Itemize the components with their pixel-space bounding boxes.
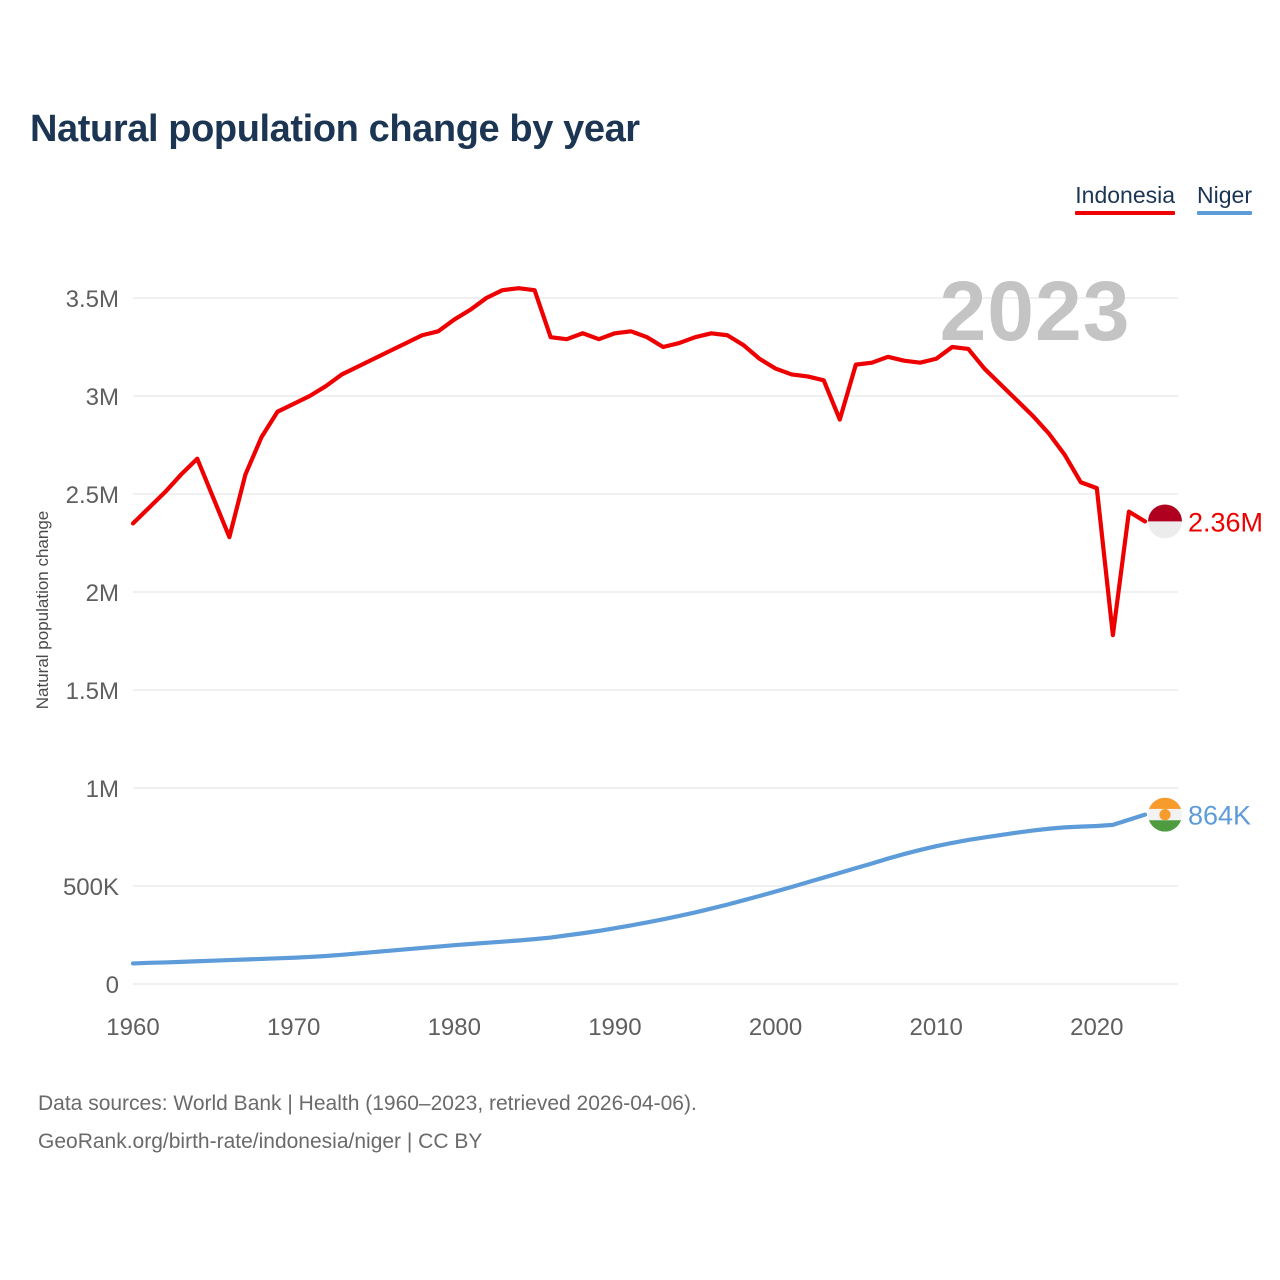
x-axis-tick-labels: 1960 1970 1980 1990 2000 2010 2020 (106, 1014, 1123, 1041)
x-tick-label: 2020 (1070, 1014, 1123, 1041)
y-tick-label: 500K (63, 874, 119, 901)
page-title: Natural population change by year (30, 108, 640, 150)
legend-swatch-niger (1197, 211, 1252, 215)
series-lines (130, 286, 1148, 966)
x-tick-label: 2000 (749, 1014, 802, 1041)
niger-flag-icon (1148, 797, 1182, 832)
legend-item-indonesia[interactable]: Indonesia (1075, 182, 1176, 215)
endpoint-value-niger: 864K (1188, 801, 1251, 831)
series-line-niger (130, 812, 1148, 966)
x-tick-label: 1960 (106, 1014, 159, 1041)
x-tick-label: 1970 (267, 1014, 320, 1041)
year-watermark: 2023 (940, 264, 1131, 358)
y-tick-label: 1.5M (66, 678, 119, 705)
indonesia-flag-icon (1148, 504, 1182, 539)
x-tick-label: 1980 (428, 1014, 481, 1041)
y-tick-label: 2.5M (66, 482, 119, 509)
footer-data-sources: Data sources: World Bank | Health (1960–… (38, 1092, 697, 1115)
series-line-indonesia (130, 286, 1148, 638)
legend-label-indonesia: Indonesia (1075, 182, 1176, 208)
gridlines (133, 297, 1178, 985)
x-tick-label: 2010 (909, 1014, 962, 1041)
legend-label-niger: Niger (1197, 182, 1252, 208)
y-tick-label: 3M (86, 384, 119, 411)
y-tick-label: 2M (86, 580, 119, 607)
legend: Indonesia Niger (1075, 182, 1252, 215)
y-tick-label: 0 (106, 972, 119, 999)
legend-item-niger[interactable]: Niger (1197, 182, 1252, 215)
x-tick-label: 1990 (588, 1014, 641, 1041)
endpoint-value-indonesia: 2.36M (1188, 507, 1263, 537)
y-axis-title: Natural population change (33, 511, 52, 709)
footer-attribution: GeoRank.org/birth-rate/indonesia/niger |… (38, 1130, 483, 1153)
y-tick-label: 1M (86, 776, 119, 803)
legend-swatch-indonesia (1075, 211, 1176, 215)
series-endpoints: 2.36M 864K (1145, 504, 1263, 832)
footer: Data sources: World Bank | Health (1960–… (38, 1085, 697, 1161)
y-axis-tick-labels: 0 500K 1M 1.5M 2M 2.5M 3M 3.5M (63, 286, 119, 999)
y-tick-label: 3.5M (66, 286, 119, 313)
